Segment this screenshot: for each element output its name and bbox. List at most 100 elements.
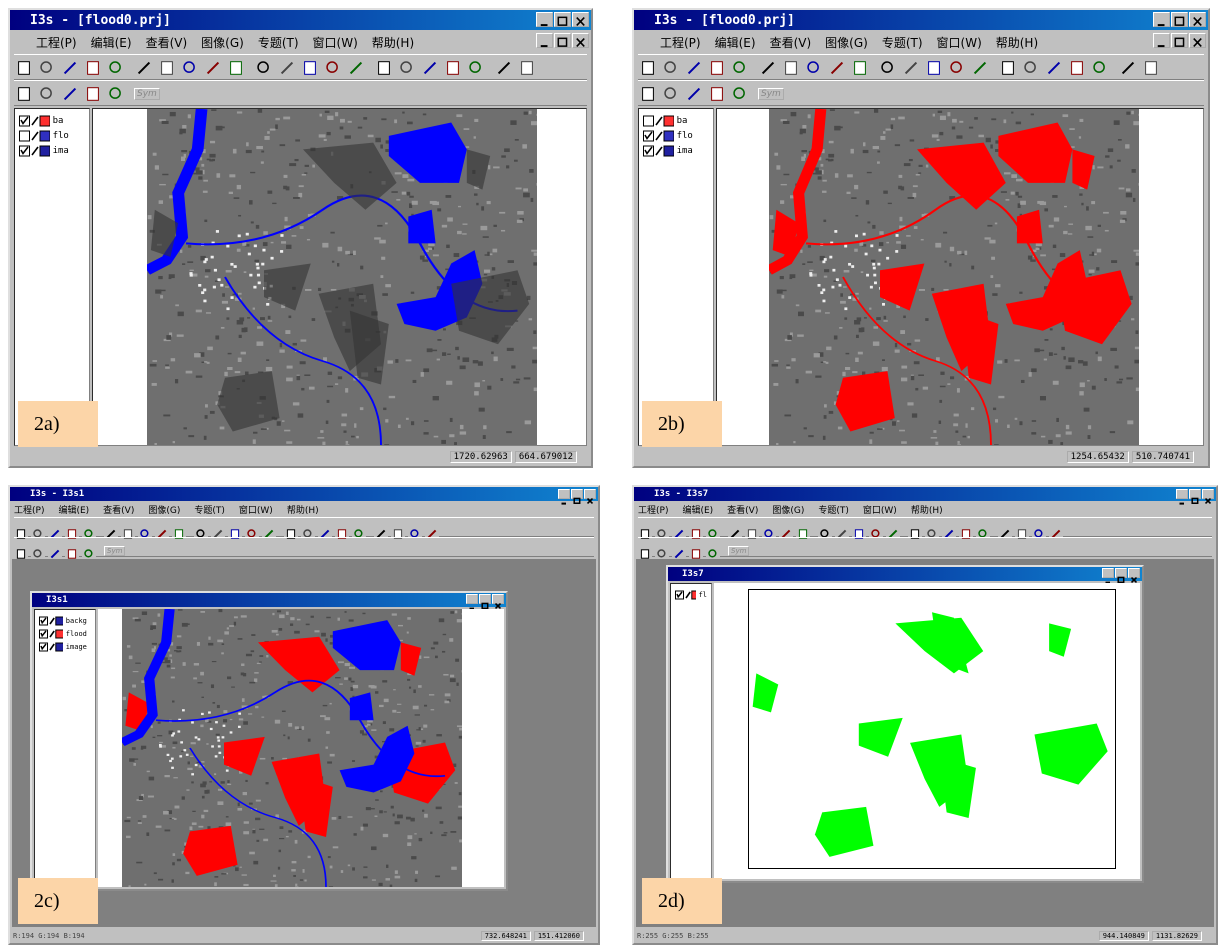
tool-button[interactable] [374,57,394,78]
tool-button[interactable] [194,523,208,538]
layer-item[interactable]: ima [643,143,709,158]
tool-button[interactable] [48,543,62,558]
tool-button[interactable] [901,57,921,78]
tool-button[interactable] [65,543,79,559]
menu-item[interactable]: 工程(P) [36,35,77,50]
tool-button[interactable] [14,83,34,104]
menu-item[interactable]: 帮助(H) [371,35,415,50]
tool-button[interactable] [494,57,514,78]
tool-button[interactable] [517,57,537,78]
tool-button[interactable] [14,543,28,559]
menu-item[interactable]: 查看(V) [103,505,135,516]
tool-button[interactable] [31,543,45,558]
layer-item[interactable]: ba [19,113,85,128]
tool-button[interactable] [661,83,681,104]
tool-button[interactable] [818,523,832,538]
tool-button[interactable] [65,523,79,539]
tool-button[interactable] [82,523,96,538]
window-max-button[interactable] [554,12,571,27]
tool-button[interactable] [878,57,898,78]
tool-button[interactable] [134,57,154,78]
tool-button[interactable] [886,523,900,538]
tool-button[interactable] [762,523,776,538]
menu-item[interactable]: 编辑(E) [90,35,132,50]
window-close-button[interactable] [1189,12,1206,27]
tool-button[interactable] [947,57,967,78]
layer-item[interactable]: image [39,640,91,653]
menu-item[interactable]: 专题(T) [881,35,923,50]
tool-button[interactable] [998,57,1018,78]
window-max-button[interactable] [479,594,491,609]
tool-button[interactable] [707,57,727,78]
window-min-button[interactable] [1102,568,1114,584]
tool-button[interactable] [14,523,28,539]
tool-button[interactable]: Sym [104,545,126,556]
tool-button[interactable] [1049,523,1063,538]
tool-button[interactable] [998,523,1012,538]
layer-item[interactable]: flo [643,128,709,143]
tool-button[interactable] [850,57,870,78]
window-min-button[interactable] [536,12,553,27]
tool-button[interactable] [335,523,349,539]
menu-item[interactable]: 图像(G) [148,505,181,516]
tool-button[interactable] [638,83,658,104]
menu-item[interactable]: 工程(P) [14,505,45,516]
layer-item[interactable]: backg [39,614,91,627]
window-max-button[interactable] [571,489,583,504]
tool-button[interactable] [706,523,720,538]
tool-button[interactable] [1044,57,1064,78]
tool-button[interactable] [1141,57,1161,78]
tool-button[interactable] [228,523,242,539]
window-max-button[interactable] [1189,489,1201,504]
window-close-button[interactable] [572,12,589,27]
menu-item[interactable]: 窗口(W) [862,505,897,516]
tool-button[interactable] [827,57,847,78]
menu-item[interactable]: 编辑(E) [682,505,714,516]
tool-button[interactable] [352,523,366,538]
tool-button[interactable] [959,523,973,539]
tool-button[interactable] [104,523,118,538]
tool-button[interactable] [82,543,96,558]
window-close-button[interactable] [1202,489,1214,504]
tool-button[interactable] [1118,57,1138,78]
tool-button[interactable] [37,57,57,78]
tool-button[interactable] [180,57,200,78]
window-max-button[interactable] [554,33,571,48]
menu-item[interactable]: 专题(T) [818,505,849,516]
tool-button[interactable] [970,57,990,78]
tool-button[interactable] [707,83,727,104]
tool-button[interactable] [728,523,742,538]
tool-button[interactable]: Sym [728,545,750,556]
menu-item[interactable]: 图像(G) [772,505,805,516]
tool-button[interactable] [730,57,750,78]
menu-item[interactable]: 工程(P) [638,505,669,516]
menu-item[interactable]: 编辑(E) [58,505,90,516]
tool-button[interactable] [346,57,366,78]
tool-button[interactable] [796,523,810,539]
menu-item[interactable]: 图像(G) [201,35,244,50]
layer-item[interactable]: ba [643,113,709,128]
tool-button[interactable] [157,57,177,78]
tool-button[interactable] [37,83,57,104]
tool-button[interactable]: Sym [758,87,784,100]
tool-button[interactable] [443,57,463,78]
tool-button[interactable] [924,57,944,78]
tool-button[interactable] [391,523,405,539]
menu-item[interactable]: 专题(T) [194,505,225,516]
tool-button[interactable] [397,57,417,78]
menu-item[interactable]: 编辑(E) [714,35,756,50]
tool-button[interactable] [155,523,169,538]
menu-item[interactable]: 帮助(H) [995,35,1039,50]
tool-button[interactable] [284,523,298,539]
window-close-button[interactable] [492,594,504,609]
tool-button[interactable] [1021,57,1041,78]
window-min-button[interactable] [1176,489,1188,505]
tool-button[interactable] [48,523,62,538]
window-close-button[interactable] [572,33,589,48]
tool-button[interactable] [226,57,246,78]
tool-button[interactable] [942,523,956,538]
tool-button[interactable] [203,57,223,78]
tool-button[interactable] [138,523,152,538]
tool-button[interactable] [1015,523,1029,539]
tool-button[interactable] [318,523,332,538]
